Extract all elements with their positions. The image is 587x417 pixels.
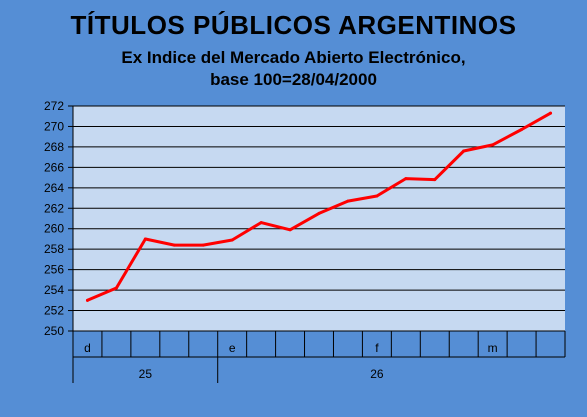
data-point [114, 286, 118, 290]
data-point [259, 221, 263, 225]
data-point [491, 143, 495, 147]
chart-title: TÍTULOS PÚBLICOS ARGENTINOS [70, 10, 517, 40]
y-tick-label: 264 [44, 181, 64, 195]
y-tick-label: 250 [44, 324, 64, 338]
x-year-label: 25 [139, 367, 153, 381]
y-tick-label: 268 [44, 140, 64, 154]
data-point [520, 128, 524, 132]
data-point [549, 111, 553, 115]
data-point [317, 211, 321, 215]
x-month-label: d [84, 341, 91, 355]
y-tick-label: 260 [44, 222, 64, 236]
y-tick-label: 256 [44, 263, 64, 277]
x-year-label: 26 [370, 367, 384, 381]
y-tick-label: 262 [44, 201, 64, 215]
data-point [85, 298, 89, 302]
data-point [346, 199, 350, 203]
y-tick-label: 252 [44, 304, 64, 318]
chart-subtitle-line1: Ex Indice del Mercado Abierto Electrónic… [121, 48, 466, 67]
x-month-label: e [229, 341, 236, 355]
y-tick-label: 254 [44, 283, 64, 297]
data-point [201, 243, 205, 247]
data-point [230, 238, 234, 242]
y-tick-label: 258 [44, 242, 64, 256]
data-point [404, 177, 408, 181]
data-point [375, 194, 379, 198]
data-point [433, 178, 437, 182]
data-point [462, 149, 466, 153]
data-point [143, 237, 147, 241]
y-tick-label: 272 [44, 99, 64, 113]
y-tick-label: 266 [44, 160, 64, 174]
x-month-label: f [375, 341, 379, 355]
plot-area [73, 106, 565, 331]
data-point [288, 228, 292, 232]
x-month-label: m [488, 341, 498, 355]
chart-subtitle-line2: base 100=28/04/2000 [210, 70, 377, 89]
data-point [172, 243, 176, 247]
y-tick-label: 270 [44, 119, 64, 133]
